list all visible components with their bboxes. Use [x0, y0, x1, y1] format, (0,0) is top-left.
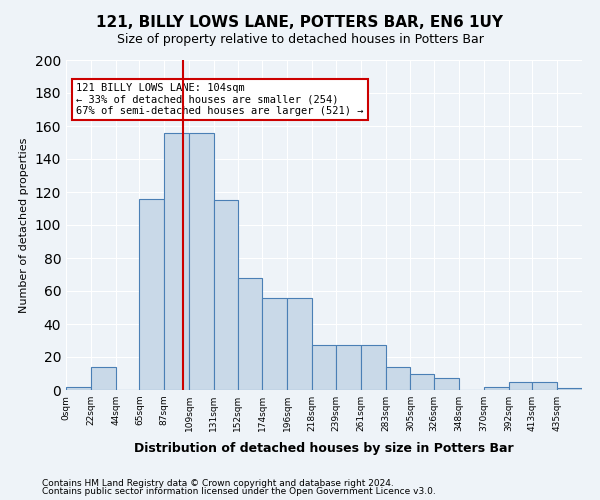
Bar — [139, 198, 164, 390]
Bar — [164, 132, 189, 390]
Bar — [484, 386, 509, 390]
Bar — [214, 200, 238, 390]
Bar — [557, 388, 582, 390]
Bar — [336, 346, 361, 390]
Bar — [66, 386, 91, 390]
Bar — [238, 278, 262, 390]
Text: 121 BILLY LOWS LANE: 104sqm
← 33% of detached houses are smaller (254)
67% of se: 121 BILLY LOWS LANE: 104sqm ← 33% of det… — [76, 83, 364, 116]
Bar — [532, 382, 557, 390]
Text: Contains HM Land Registry data © Crown copyright and database right 2024.: Contains HM Land Registry data © Crown c… — [42, 478, 394, 488]
Bar — [189, 132, 214, 390]
Bar — [509, 382, 532, 390]
Bar — [91, 367, 116, 390]
Y-axis label: Number of detached properties: Number of detached properties — [19, 138, 29, 312]
Bar — [361, 346, 386, 390]
Bar — [262, 298, 287, 390]
Bar — [386, 367, 410, 390]
Text: Size of property relative to detached houses in Potters Bar: Size of property relative to detached ho… — [116, 32, 484, 46]
X-axis label: Distribution of detached houses by size in Potters Bar: Distribution of detached houses by size … — [134, 442, 514, 456]
Bar — [410, 374, 434, 390]
Bar — [287, 298, 312, 390]
Text: 121, BILLY LOWS LANE, POTTERS BAR, EN6 1UY: 121, BILLY LOWS LANE, POTTERS BAR, EN6 1… — [97, 15, 503, 30]
Bar — [434, 378, 459, 390]
Text: Contains public sector information licensed under the Open Government Licence v3: Contains public sector information licen… — [42, 487, 436, 496]
Bar — [312, 346, 336, 390]
